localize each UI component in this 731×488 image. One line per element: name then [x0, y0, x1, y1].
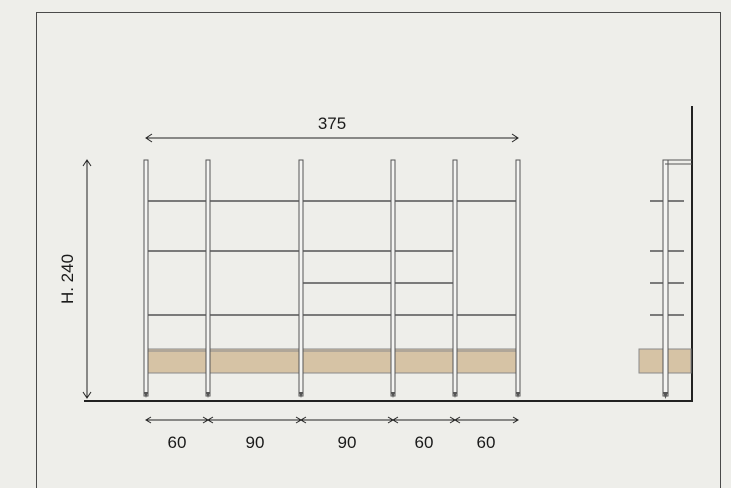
upright [205, 159, 211, 397]
bay-label: 60 [415, 433, 434, 452]
upright [452, 159, 458, 397]
uprights [143, 159, 521, 397]
upright [515, 159, 521, 397]
total-width-label: 375 [318, 114, 346, 133]
height-dimension: H. 240 [58, 159, 92, 399]
bay-label: 60 [477, 433, 496, 452]
side-elevation [638, 159, 692, 399]
upright-feet [144, 392, 520, 398]
shelves [147, 200, 518, 316]
bay-label: 60 [168, 433, 187, 452]
upright [143, 159, 149, 397]
bay-label: 90 [246, 433, 265, 452]
upright [298, 159, 304, 397]
total-width-dimension: 375 [145, 114, 519, 143]
drawing-frame [36, 12, 721, 488]
bay-dimensions: 60 90 90 60 60 [145, 416, 519, 452]
drawer-band [146, 348, 519, 374]
bay-label: 90 [338, 433, 357, 452]
height-label: H. 240 [58, 254, 77, 304]
upright [390, 159, 396, 397]
